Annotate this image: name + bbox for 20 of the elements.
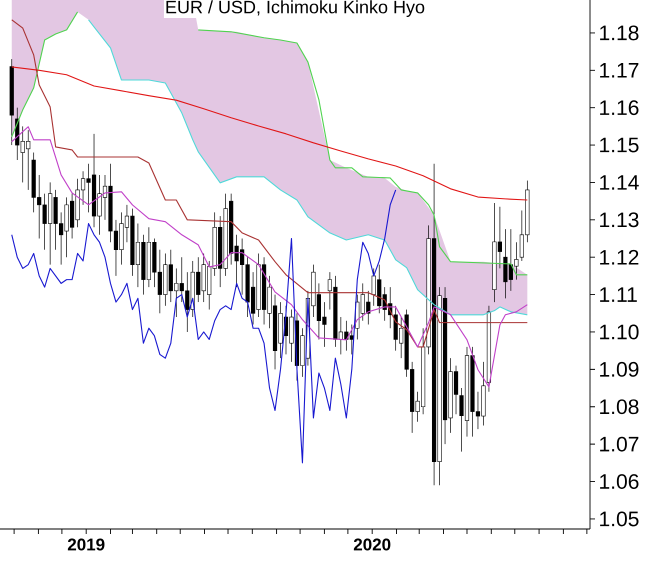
y-tick-label: 1.15: [600, 138, 639, 152]
x-tick-label: 2020: [354, 538, 390, 551]
y-tick-label: 1.05: [600, 511, 639, 526]
y-tick-label: 1.13: [600, 212, 638, 228]
y-tick-label: 1.09: [600, 362, 638, 377]
y-tick-label: 1.18: [600, 25, 638, 40]
y-tick-label: 1.10: [600, 324, 639, 340]
line-series: [11, 126, 528, 388]
y-tick-label: 1.14: [600, 175, 639, 190]
y-tick-label: 1.08: [600, 399, 638, 414]
y-tick-label: 1.07: [600, 436, 638, 452]
y-tick-label: 1.16: [600, 100, 638, 116]
y-tick-label: 1.06: [600, 474, 638, 489]
y-tick-label: 1.17: [600, 63, 638, 78]
line-series: [88, 19, 528, 316]
x-tick-label: 2019: [68, 538, 104, 551]
y-tick-label: 1.11: [600, 287, 637, 302]
y-tick-label: 1.12: [600, 250, 638, 265]
line-series: [11, 66, 528, 201]
chart-title: EUR / USD, Ichimoku Kinko Hyo: [166, 0, 424, 17]
